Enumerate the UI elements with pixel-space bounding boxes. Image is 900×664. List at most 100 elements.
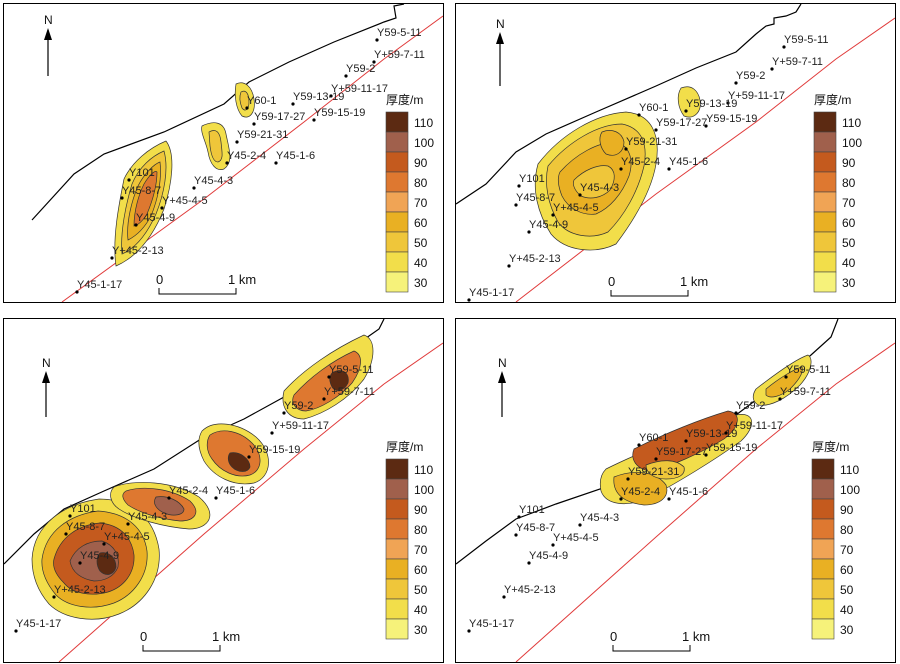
well-dot xyxy=(372,60,376,64)
well-marker: Y59-17-27 xyxy=(252,111,305,126)
well-dot xyxy=(704,124,708,128)
svg-text:1 km: 1 km xyxy=(228,272,256,287)
well-marker: Y+45-2-13 xyxy=(507,253,561,268)
legend-swatch xyxy=(385,191,409,213)
well-dot xyxy=(235,140,239,144)
well-label: Y45-1-6 xyxy=(276,150,315,162)
legend-title: 厚度/m xyxy=(814,92,851,107)
well-label: Y45-4-3 xyxy=(580,182,619,194)
legend-level-label: 40 xyxy=(414,603,428,617)
well-label: Y45-2-4 xyxy=(169,485,208,497)
well-marker: Y59-15-19 xyxy=(247,444,300,459)
well-dot xyxy=(667,167,671,171)
svg-text:1 km: 1 km xyxy=(212,629,240,644)
thickness-legend: 厚度/m 110 100 90 80 70 60 50 40 30 xyxy=(385,92,434,293)
north-arrow: N xyxy=(42,356,51,417)
legend-swatch xyxy=(813,211,837,233)
well-label: Y45-4-9 xyxy=(529,550,568,562)
well-label: Y+45-2-13 xyxy=(54,584,106,596)
well-dot xyxy=(502,595,506,599)
fault-line xyxy=(61,15,443,302)
well-marker: Y59-15-19 xyxy=(312,107,365,122)
legend-level-label: 40 xyxy=(414,256,428,270)
well-dot xyxy=(517,515,521,519)
legend-level-label: 80 xyxy=(842,176,856,190)
well-dot xyxy=(514,533,518,537)
well-markers: Y59-5-11 Y+59-7-11 Y59-2 Y+59-11-17 Y59-15-1… xyxy=(14,364,375,633)
thickness-body-b xyxy=(201,122,231,170)
well-marker: Y60-1 xyxy=(637,432,668,447)
well-label: Y+45-4-5 xyxy=(553,532,599,544)
well-dot xyxy=(619,167,623,171)
well-label: Y101 xyxy=(519,504,545,516)
well-marker: Y59-13-19 xyxy=(684,98,737,113)
well-marker: Y45-4-9 xyxy=(527,219,568,234)
well-markers: Y59-5-11 Y+59-7-11 Y59-2 Y+59-11-17 Y60-1 Y59… xyxy=(467,364,831,633)
well-label: Y59-17-27 xyxy=(254,111,305,123)
thickness-body-b xyxy=(752,354,812,406)
well-marker: Y45-4-3 xyxy=(126,511,167,526)
well-dot xyxy=(322,397,326,401)
legend-swatch xyxy=(811,558,835,580)
legend-level-label: 110 xyxy=(414,116,433,130)
well-marker: Y60-1 xyxy=(637,102,668,117)
well-label: Y+59-7-11 xyxy=(374,49,425,61)
legend-level-label: 100 xyxy=(414,136,434,150)
legend-level-label: 90 xyxy=(414,503,428,517)
legend-swatch xyxy=(385,558,409,580)
well-dot xyxy=(344,74,348,78)
well-marker: Y45-1-6 xyxy=(667,156,708,171)
well-dot xyxy=(517,184,521,188)
well-label: Y+59-7-11 xyxy=(772,56,823,68)
thickness-body-a xyxy=(114,140,173,267)
well-marker: Y59-2 xyxy=(734,400,765,415)
svg-text:0: 0 xyxy=(608,274,615,289)
well-marker: Y59-15-19 xyxy=(704,442,757,457)
well-marker: Y45-4-9 xyxy=(527,550,568,565)
well-marker: Y45-1-6 xyxy=(214,485,255,500)
well-label: Y45-2-4 xyxy=(621,486,660,498)
legend-swatch xyxy=(813,191,837,213)
legend-level-label: 70 xyxy=(414,543,428,557)
legend-level-label: 50 xyxy=(842,236,856,250)
well-dot xyxy=(467,629,471,633)
well-label: Y45-4-9 xyxy=(136,212,175,224)
well-label: Y59-2 xyxy=(736,400,765,412)
well-label: Y59-13-19 xyxy=(686,428,737,440)
well-marker: Y+45-2-13 xyxy=(502,584,556,599)
well-marker: Y45-4-3 xyxy=(192,175,233,190)
well-label: Y45-2-4 xyxy=(227,150,266,162)
well-marker: Y45-1-17 xyxy=(467,287,514,302)
legend-level-label: 30 xyxy=(840,623,854,637)
well-label: Y45-4-9 xyxy=(80,550,119,562)
legend-swatch xyxy=(811,578,835,600)
well-dot xyxy=(626,477,630,481)
north-arrow: N xyxy=(498,356,507,417)
thickness-legend: 厚度/m 110 100 90 80 70 60 50 40 30 xyxy=(811,439,860,640)
well-dot xyxy=(274,161,278,165)
svg-text:0: 0 xyxy=(140,629,147,644)
well-marker: Y45-2-4 xyxy=(619,156,660,171)
scale-bar: 0 1 km xyxy=(610,629,710,652)
well-dot xyxy=(637,443,641,447)
legend-level-label: 30 xyxy=(842,276,856,290)
well-label: Y59-15-19 xyxy=(314,107,365,119)
well-label: Y45-1-17 xyxy=(469,287,514,299)
legend-title: 厚度/m xyxy=(386,439,423,454)
map-canvas: N 0 1 km Y59-5-11 Y+59-7-11 Y59-2 Y+59-11-1… xyxy=(31,4,443,302)
well-marker: Y60-1 xyxy=(245,95,276,110)
well-marker: Y+59-7-11 xyxy=(778,386,831,401)
legend-level-label: 90 xyxy=(842,156,856,170)
well-label: Y59-5-11 xyxy=(786,364,830,376)
well-marker: Y101 xyxy=(517,504,545,519)
thickness-body-a xyxy=(534,86,701,251)
legend-swatch xyxy=(813,151,837,173)
svg-text:N: N xyxy=(44,13,53,27)
well-dot xyxy=(329,94,333,98)
well-marker: Y45-4-3 xyxy=(578,512,619,527)
well-marker: Y59-13-19 xyxy=(291,91,344,106)
well-dot xyxy=(734,411,738,415)
legend-swatch xyxy=(385,498,409,520)
well-marker: Y+45-2-13 xyxy=(52,584,106,599)
legend-swatch xyxy=(385,231,409,253)
